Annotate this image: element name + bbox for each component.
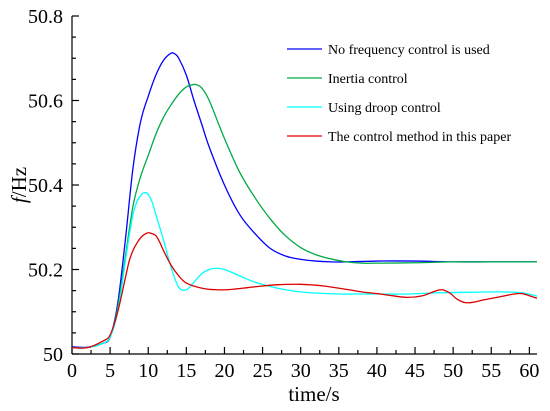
series-inertia-control [71,83,537,349]
legend-item-no-frequency-control: No frequency control is used [287,43,490,58]
y-tick-label: 50 [43,344,63,366]
x-tick-label: 25 [253,360,273,382]
legend-label: Using droop control [328,101,441,116]
x-tick-label: 15 [176,360,196,382]
x-tick-label: 0 [67,360,77,382]
legend-label: The control method in this paper [328,130,511,145]
x-tick-label: 60 [519,360,539,382]
x-tick-label: 20 [214,360,234,382]
x-tick-label: 40 [367,360,387,382]
x-tick-label: 55 [481,360,501,382]
x-tick-label: 30 [291,360,311,382]
x-axis-title: time/s [288,382,339,406]
y-tick-label: 50.4 [28,175,63,197]
y-axis: 50 50.2 50.4 50.6 50.8 [28,6,79,366]
y-tick-label: 50.8 [28,6,63,28]
y-axis-title: f/Hz [7,167,31,203]
legend-item-droop-control: Using droop control [287,101,441,116]
legend: No frequency control is used Inertia cont… [287,43,511,145]
series-proposed-method [71,232,538,349]
x-tick-label: 35 [329,360,349,382]
series-droop-control [71,191,538,349]
x-tick-label: 45 [405,360,425,382]
x-tick-label: 50 [443,360,463,382]
legend-item-inertia-control: Inertia control [287,72,408,87]
legend-label: Inertia control [328,72,408,87]
y-tick-label: 50.6 [28,91,63,113]
series-lines [71,52,538,349]
legend-label: No frequency control is used [328,43,490,58]
y-axis-title-unit: /Hz [7,167,31,197]
x-tick-label: 5 [105,360,115,382]
legend-item-proposed-method: The control method in this paper [287,130,511,145]
y-axis-title-variable: f [7,194,31,203]
x-tick-label: 10 [138,360,158,382]
y-tick-label: 50.2 [28,260,63,282]
x-axis: 0 5 10 15 20 25 30 35 40 45 50 55 60 [67,347,539,382]
